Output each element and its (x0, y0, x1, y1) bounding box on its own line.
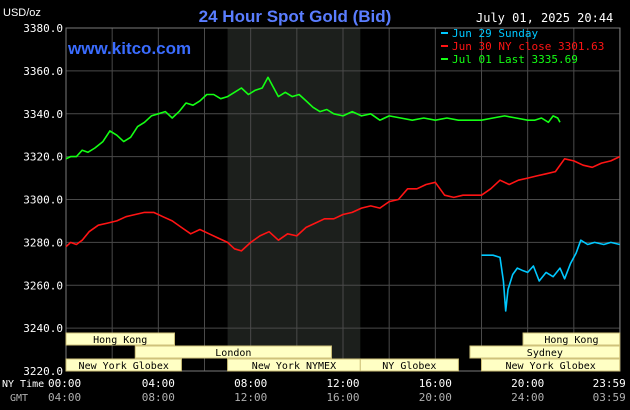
x-tick-label-ny: 20:00 (511, 377, 544, 390)
y-tick-label: 3260.0 (23, 279, 63, 292)
y-tick-label: 3360.0 (23, 65, 63, 78)
session-label: Hong Kong (93, 335, 147, 346)
y-tick-label: 3380.0 (23, 22, 63, 35)
grid-lines (65, 27, 621, 372)
session-bar: Hong Kong (65, 332, 175, 346)
x-tick-label-gmt: 04:00 (48, 391, 81, 404)
x-tick-label-ny: 00:00 (48, 377, 81, 390)
session-bar: New York NYMEX (227, 358, 361, 372)
y-tick-label: 3280.0 (23, 236, 63, 249)
market-sessions: Hong Kong Hong Kong London Sydney New York G… (65, 332, 621, 372)
series-line-sun (481, 239, 620, 312)
session-label: Sydney (527, 348, 563, 359)
series-line-mon (65, 155, 621, 252)
site-watermark: www.kitco.com (67, 39, 191, 58)
y-tick-label: 3340.0 (23, 108, 63, 121)
x-tick-label-gmt: 12:00 (234, 391, 267, 404)
session-bar: Hong Kong (522, 332, 621, 346)
session-label: New York NYMEX (252, 361, 336, 372)
y-tick-label: 3240.0 (23, 322, 63, 335)
timestamp-label: July 01, 2025 20:44 (476, 11, 613, 25)
y-tick-label: 3220.0 (23, 365, 63, 378)
legend-item-mon: Jun 30 NY close 3301.63 (441, 40, 604, 53)
x-tick-label-ny: 08:00 (234, 377, 267, 390)
y-tick-label: 3320.0 (23, 151, 63, 164)
legend-item-tue: Jul 01 Last 3335.69 (441, 53, 578, 66)
price-series (65, 76, 621, 312)
x-axis-tick-labels: 00:0004:0004:0008:0008:0012:0012:0016:00… (48, 377, 626, 404)
x-tick-label-gmt: 24:00 (511, 391, 544, 404)
session-label: New York Globex (79, 361, 169, 372)
unit-label: USD/oz (3, 7, 41, 19)
session-label: New York Globex (505, 361, 595, 372)
legend-label: Jun 30 NY close 3301.63 (452, 40, 604, 53)
legend-label: Jul 01 Last 3335.69 (452, 53, 578, 66)
session-bar: Sydney (469, 345, 621, 359)
session-label: Hong Kong (544, 335, 598, 346)
session-label: NY Globex (382, 361, 436, 372)
x-tick-label-gmt: 08:00 (142, 391, 175, 404)
ny-time-row-label: NY Time (2, 379, 44, 390)
x-tick-label-ny: 23:59 (593, 377, 626, 390)
x-tick-label-ny: 04:00 (142, 377, 175, 390)
chart-title: 24 Hour Spot Gold (Bid) (199, 7, 392, 26)
session-label: London (215, 348, 251, 359)
legend-label: Jun 29 Sunday (452, 27, 538, 40)
x-tick-label-gmt: 20:00 (419, 391, 452, 404)
x-tick-label-gmt: 03:59 (593, 391, 626, 404)
gmt-row-label: GMT (10, 393, 28, 404)
session-bar: NY Globex (359, 358, 459, 372)
legend-item-sun: Jun 29 Sunday (441, 27, 538, 40)
x-tick-label-ny: 16:00 (419, 377, 452, 390)
session-bar: New York Globex (481, 358, 621, 372)
x-tick-label-gmt: 16:00 (326, 391, 359, 404)
y-tick-label: 3300.0 (23, 194, 63, 207)
y-axis-tick-labels: 3220.0 3240.0 3260.0 3280.0 3300.0 3320.0 3340… (23, 22, 63, 378)
x-tick-label-ny: 12:00 (326, 377, 359, 390)
series-line-tue (65, 76, 561, 160)
session-bar: New York Globex (65, 358, 182, 372)
session-bar: London (134, 345, 332, 359)
